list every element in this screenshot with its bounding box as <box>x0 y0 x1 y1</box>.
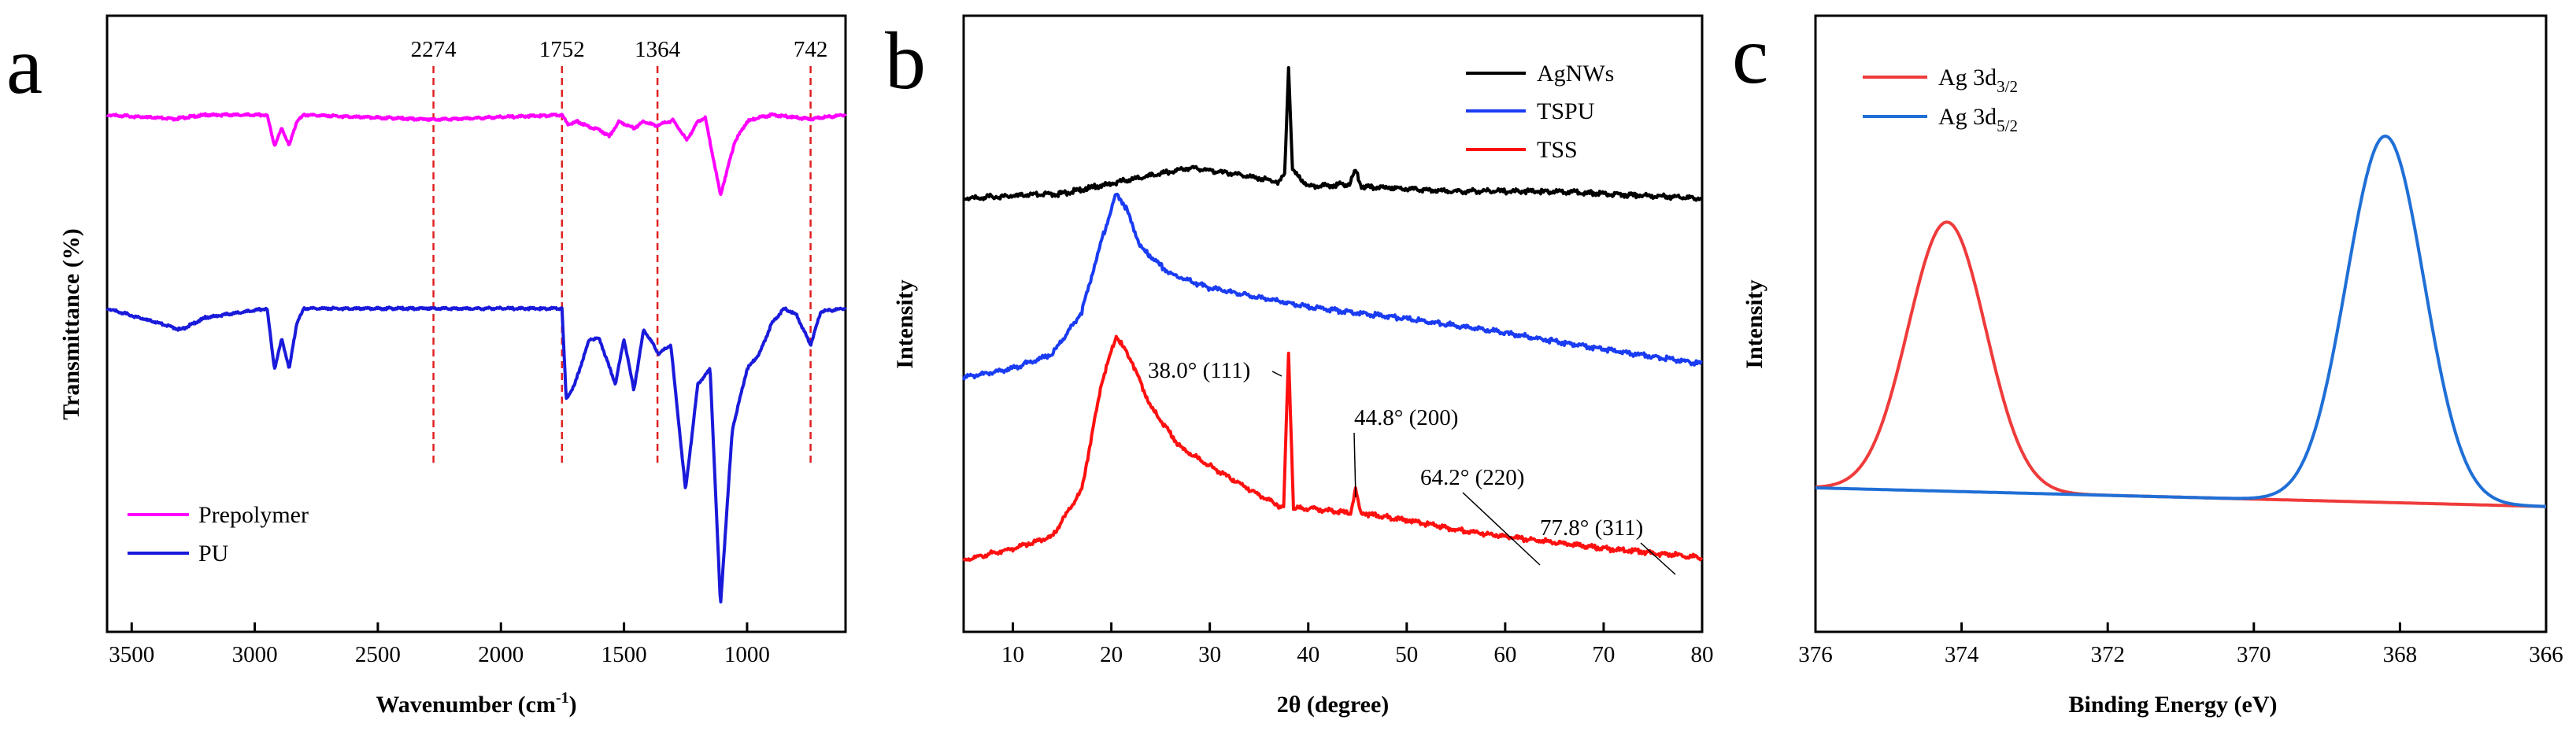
panel-a-letter: a <box>6 20 43 111</box>
panel-c-x-ticklabel-370: 370 <box>2237 642 2271 667</box>
panel-a-x-ticklabel-2500: 2500 <box>355 642 401 667</box>
panel-b-x-ticklabel-80: 80 <box>1691 642 1714 667</box>
panel-c-x-ticklabel-368: 368 <box>2383 642 2418 667</box>
panel-c-letter: c <box>1732 10 1768 101</box>
panel-b-annotations: 38.0° (111) 44.8° (200) 64.2° (220) 77.8… <box>1148 358 1676 575</box>
panel-a-ticks: 3500 3000 2500 2000 1500 1000 <box>109 622 770 667</box>
panel-b-traces <box>962 66 1704 562</box>
panel-c-x-ticklabel-366: 366 <box>2529 642 2563 667</box>
panel-a-frame <box>105 14 847 633</box>
panel-a-x-ticklabel-3000: 3000 <box>232 642 278 667</box>
panel-b-x-ticklabel-40: 40 <box>1297 642 1319 667</box>
peak-label-2274: 2274 <box>411 37 457 62</box>
trace-ag3d52 <box>1815 135 2547 508</box>
panel-a-legend: Prepolymer PU <box>128 502 309 567</box>
annotation-leader-220 <box>1462 492 1541 566</box>
annotation-leader-311 <box>1640 542 1676 575</box>
panel-b-x-ticklabel-20: 20 <box>1100 642 1123 667</box>
panel-a-traces <box>105 112 847 604</box>
panel-b-x-ticklabel-70: 70 <box>1592 642 1615 667</box>
trace-prepolymer <box>105 112 847 197</box>
panel-c-x-ticklabel-374: 374 <box>1945 642 1979 667</box>
panel-b-letter: b <box>885 16 926 106</box>
panel-c-x-ticklabel-376: 376 <box>1798 642 1833 667</box>
annotation-leader-200 <box>1353 432 1356 498</box>
trace-tss <box>962 334 1704 562</box>
panel-b-ticks: 10 20 30 40 50 60 70 80 <box>1001 622 1714 667</box>
panel-c-legend: Ag 3d3/2 Ag 3d5/2 <box>1863 65 2018 135</box>
legend-label-pu: PU <box>198 541 229 567</box>
panel-a-x-ticklabel-1000: 1000 <box>724 642 770 667</box>
peak-label-742: 742 <box>794 37 828 62</box>
panel-a-x-ticklabel-3500: 3500 <box>109 642 154 667</box>
panel-a-peak-lines: 2274 1752 1364 742 <box>411 37 828 463</box>
annotation-220: 64.2° (220) <box>1420 465 1524 490</box>
panel-b-x-ticklabel-10: 10 <box>1001 642 1024 667</box>
panel-c-ylabel: Intensity <box>1741 279 1767 368</box>
panel-a-x-ticklabel-2000: 2000 <box>478 642 524 667</box>
trace-tspu <box>962 192 1703 381</box>
panel-c: c 376 374 372 370 368 366 Binding Energy (eV)… <box>1732 10 2563 718</box>
panel-b-legend: AgNWs TSPU TSS <box>1466 61 1614 163</box>
panel-c-frame <box>1814 14 2548 633</box>
annotation-200: 44.8° (200) <box>1354 405 1458 430</box>
trace-pu <box>105 305 847 604</box>
peak-label-1364: 1364 <box>635 37 681 62</box>
panel-c-xlabel: Binding Energy (eV) <box>2068 692 2277 718</box>
legend-label-ag3d52: Ag 3d5/2 <box>1938 104 2018 135</box>
legend-label-agnws: AgNWs <box>1537 61 1614 87</box>
panel-c-ticks: 376 374 372 370 368 366 <box>1798 622 2563 667</box>
annotation-leader-111 <box>1271 371 1282 377</box>
panel-b-x-ticklabel-50: 50 <box>1395 642 1418 667</box>
panel-c-traces <box>1815 135 2547 508</box>
panel-a-ylabel: Transmittance (%) <box>58 228 84 420</box>
annotation-311: 77.8° (311) <box>1540 515 1643 541</box>
legend-label-prepolymer: Prepolymer <box>198 502 309 528</box>
legend-label-tspu: TSPU <box>1537 98 1595 124</box>
panel-b-xlabel: 2θ (degree) <box>1277 692 1390 718</box>
panel-b: b 10 20 30 40 50 60 70 80 38.0° (111) 44.8° (20… <box>885 14 1714 718</box>
panel-c-x-ticklabel-372: 372 <box>2090 642 2125 667</box>
panel-b-frame <box>962 14 1704 633</box>
panel-a: a 3500 3000 2500 2000 1500 1000 2274 1752 1364 7… <box>6 14 847 718</box>
trace-ag3d32 <box>1815 220 2547 508</box>
panel-a-x-ticklabel-1500: 1500 <box>601 642 647 667</box>
panel-a-xlabel: Wavenumber (cm-1) <box>376 689 576 718</box>
panel-b-x-ticklabel-60: 60 <box>1493 642 1516 667</box>
trace-agnws <box>962 66 1703 202</box>
annotation-111: 38.0° (111) <box>1148 358 1250 383</box>
panel-b-x-ticklabel-30: 30 <box>1198 642 1221 667</box>
panel-b-ylabel: Intensity <box>892 279 918 368</box>
legend-label-ag3d32: Ag 3d3/2 <box>1938 65 2018 96</box>
peak-label-1752: 1752 <box>539 37 585 62</box>
legend-label-tss: TSS <box>1537 137 1578 163</box>
